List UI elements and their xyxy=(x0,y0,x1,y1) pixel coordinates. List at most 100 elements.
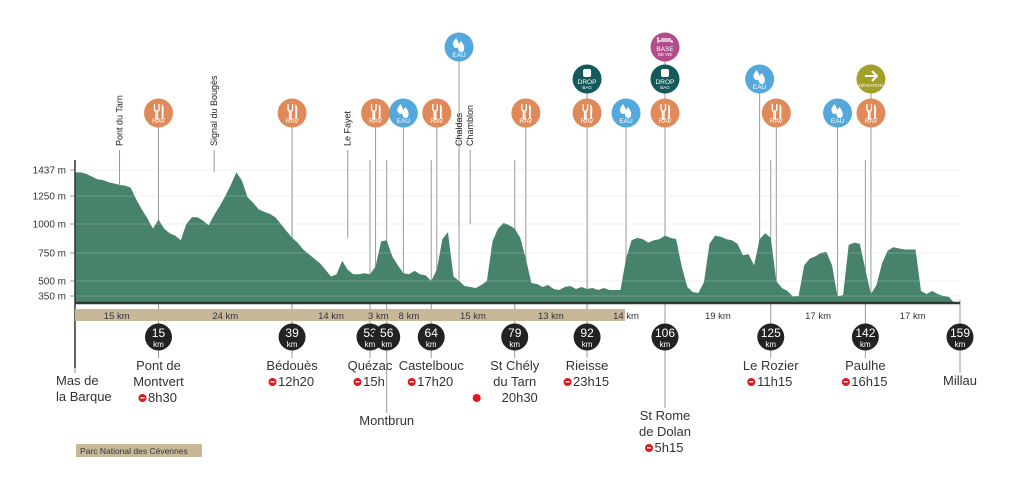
eau-icon: EAU xyxy=(388,98,418,128)
icon-label: RAV xyxy=(864,118,878,125)
rav-icon: RAV xyxy=(856,98,886,128)
km-value: 125 xyxy=(761,326,781,340)
y-tick-label: 750 m xyxy=(38,249,66,260)
checkpoint-name: Paulhe xyxy=(845,358,885,373)
segment-distance: 15 km xyxy=(104,311,130,322)
y-tick-label: 1000 m xyxy=(33,220,66,231)
icon-label: DE VIE xyxy=(658,52,673,57)
cutoff-time: 11h15 xyxy=(757,374,792,389)
segment-distance: 17 km xyxy=(805,311,831,322)
icon-label: DÉVIATION xyxy=(859,82,883,88)
rav-icon: RAV xyxy=(277,98,307,128)
segment-distance: 14 km xyxy=(613,311,639,322)
km-badge xyxy=(946,323,974,351)
checkpoint-name: Le Rozier xyxy=(743,358,799,373)
poi-label: Signal du Bougès xyxy=(209,75,219,146)
drop-icon xyxy=(753,70,760,80)
icon-label: EAU xyxy=(397,118,411,125)
checkpoint-name: de Dolan xyxy=(639,424,691,439)
icon-label: BASE xyxy=(656,46,674,53)
icon-circle xyxy=(572,98,602,128)
fork-icon xyxy=(866,104,873,120)
rav-icon: RAV xyxy=(511,98,541,128)
fork-icon xyxy=(771,104,778,120)
knife-icon xyxy=(590,104,593,119)
legend: Parc National des Cévennes xyxy=(76,444,202,457)
icon-circle xyxy=(361,98,391,128)
poi-label: Chaldas xyxy=(454,112,464,146)
checkpoint-name: la Barque xyxy=(56,389,112,404)
km-value: 159 xyxy=(950,326,970,340)
km-unit: km xyxy=(660,340,671,349)
rav-icon: RAV xyxy=(422,98,452,128)
bag-icon xyxy=(661,69,669,77)
km-unit: km xyxy=(860,340,871,349)
fork-icon xyxy=(370,104,377,120)
y-tick-label: 350 m xyxy=(38,292,66,303)
legend-swatch xyxy=(76,444,202,457)
icon-label: EAU xyxy=(619,118,633,125)
km-badge xyxy=(417,323,445,351)
arrow-right-icon xyxy=(864,70,879,82)
segment-band: 15 km 24 km 14 km 3 km 8 km 15 km 13 km 14 km 19… xyxy=(75,309,926,322)
cutoff-marker-bar xyxy=(647,447,651,449)
rav-icon: RAV xyxy=(761,98,791,128)
km-unit: km xyxy=(955,340,966,349)
cutoff-marker-bar xyxy=(355,381,360,383)
poi-label: Pont du Tarn xyxy=(115,95,125,146)
segment-distance: 13 km xyxy=(538,311,564,322)
drop-icon xyxy=(758,73,765,84)
icon-label: RAV xyxy=(770,118,784,125)
checkpoint-name: St Rome xyxy=(640,408,691,423)
icon-label: BAG xyxy=(660,85,670,90)
km-unit: km xyxy=(381,340,392,349)
knife-icon xyxy=(439,104,443,119)
icon-label: EAU xyxy=(831,118,845,125)
segment-distance: 3 km xyxy=(368,311,389,322)
km-unit: km xyxy=(426,340,437,349)
icon-label: RAV xyxy=(581,118,595,125)
icon-circle xyxy=(856,64,886,94)
checkpoint-name: Montbrun xyxy=(359,413,414,428)
icon-circle xyxy=(761,98,791,128)
km-unit: km xyxy=(365,340,376,349)
drop-icon xyxy=(619,104,627,114)
drop-icon xyxy=(836,107,843,118)
km-unit: km xyxy=(153,340,164,349)
icon-label: DROP xyxy=(578,79,597,86)
checkpoint-name: Bédouès xyxy=(266,358,318,373)
icon-circle xyxy=(650,64,680,94)
checkpoint-name: Pont de xyxy=(136,358,181,373)
km-badge xyxy=(851,323,879,351)
y-axis-labels: 1437 m 1250 m 1000 m 750 m 500 m 350 m xyxy=(33,166,75,303)
knife-icon xyxy=(378,104,381,119)
checkpoint-name: Mas de xyxy=(56,373,99,388)
cutoff-time: 12h20 xyxy=(278,374,314,389)
checkpoint-name: St Chély xyxy=(490,358,540,373)
icon-label: RAV xyxy=(519,118,533,125)
checkpoint-name: du Tarn xyxy=(493,374,536,389)
knife-icon xyxy=(668,104,671,119)
km-badge xyxy=(573,323,601,351)
cutoff-time: 20h30 xyxy=(502,390,538,405)
cutoff-marker-bar xyxy=(843,381,848,383)
eau-icon: EAU xyxy=(611,98,641,128)
segment-distance: 19 km xyxy=(705,311,731,322)
km-value: 56 xyxy=(380,326,394,340)
checkpoint-name: Rieisse xyxy=(566,358,609,373)
cutoff-marker-bar xyxy=(409,381,414,383)
fork-icon xyxy=(660,104,667,120)
y-tick-label: 1437 m xyxy=(33,166,66,177)
km-unit: km xyxy=(765,340,776,349)
rav-icon: RAV xyxy=(361,98,391,128)
